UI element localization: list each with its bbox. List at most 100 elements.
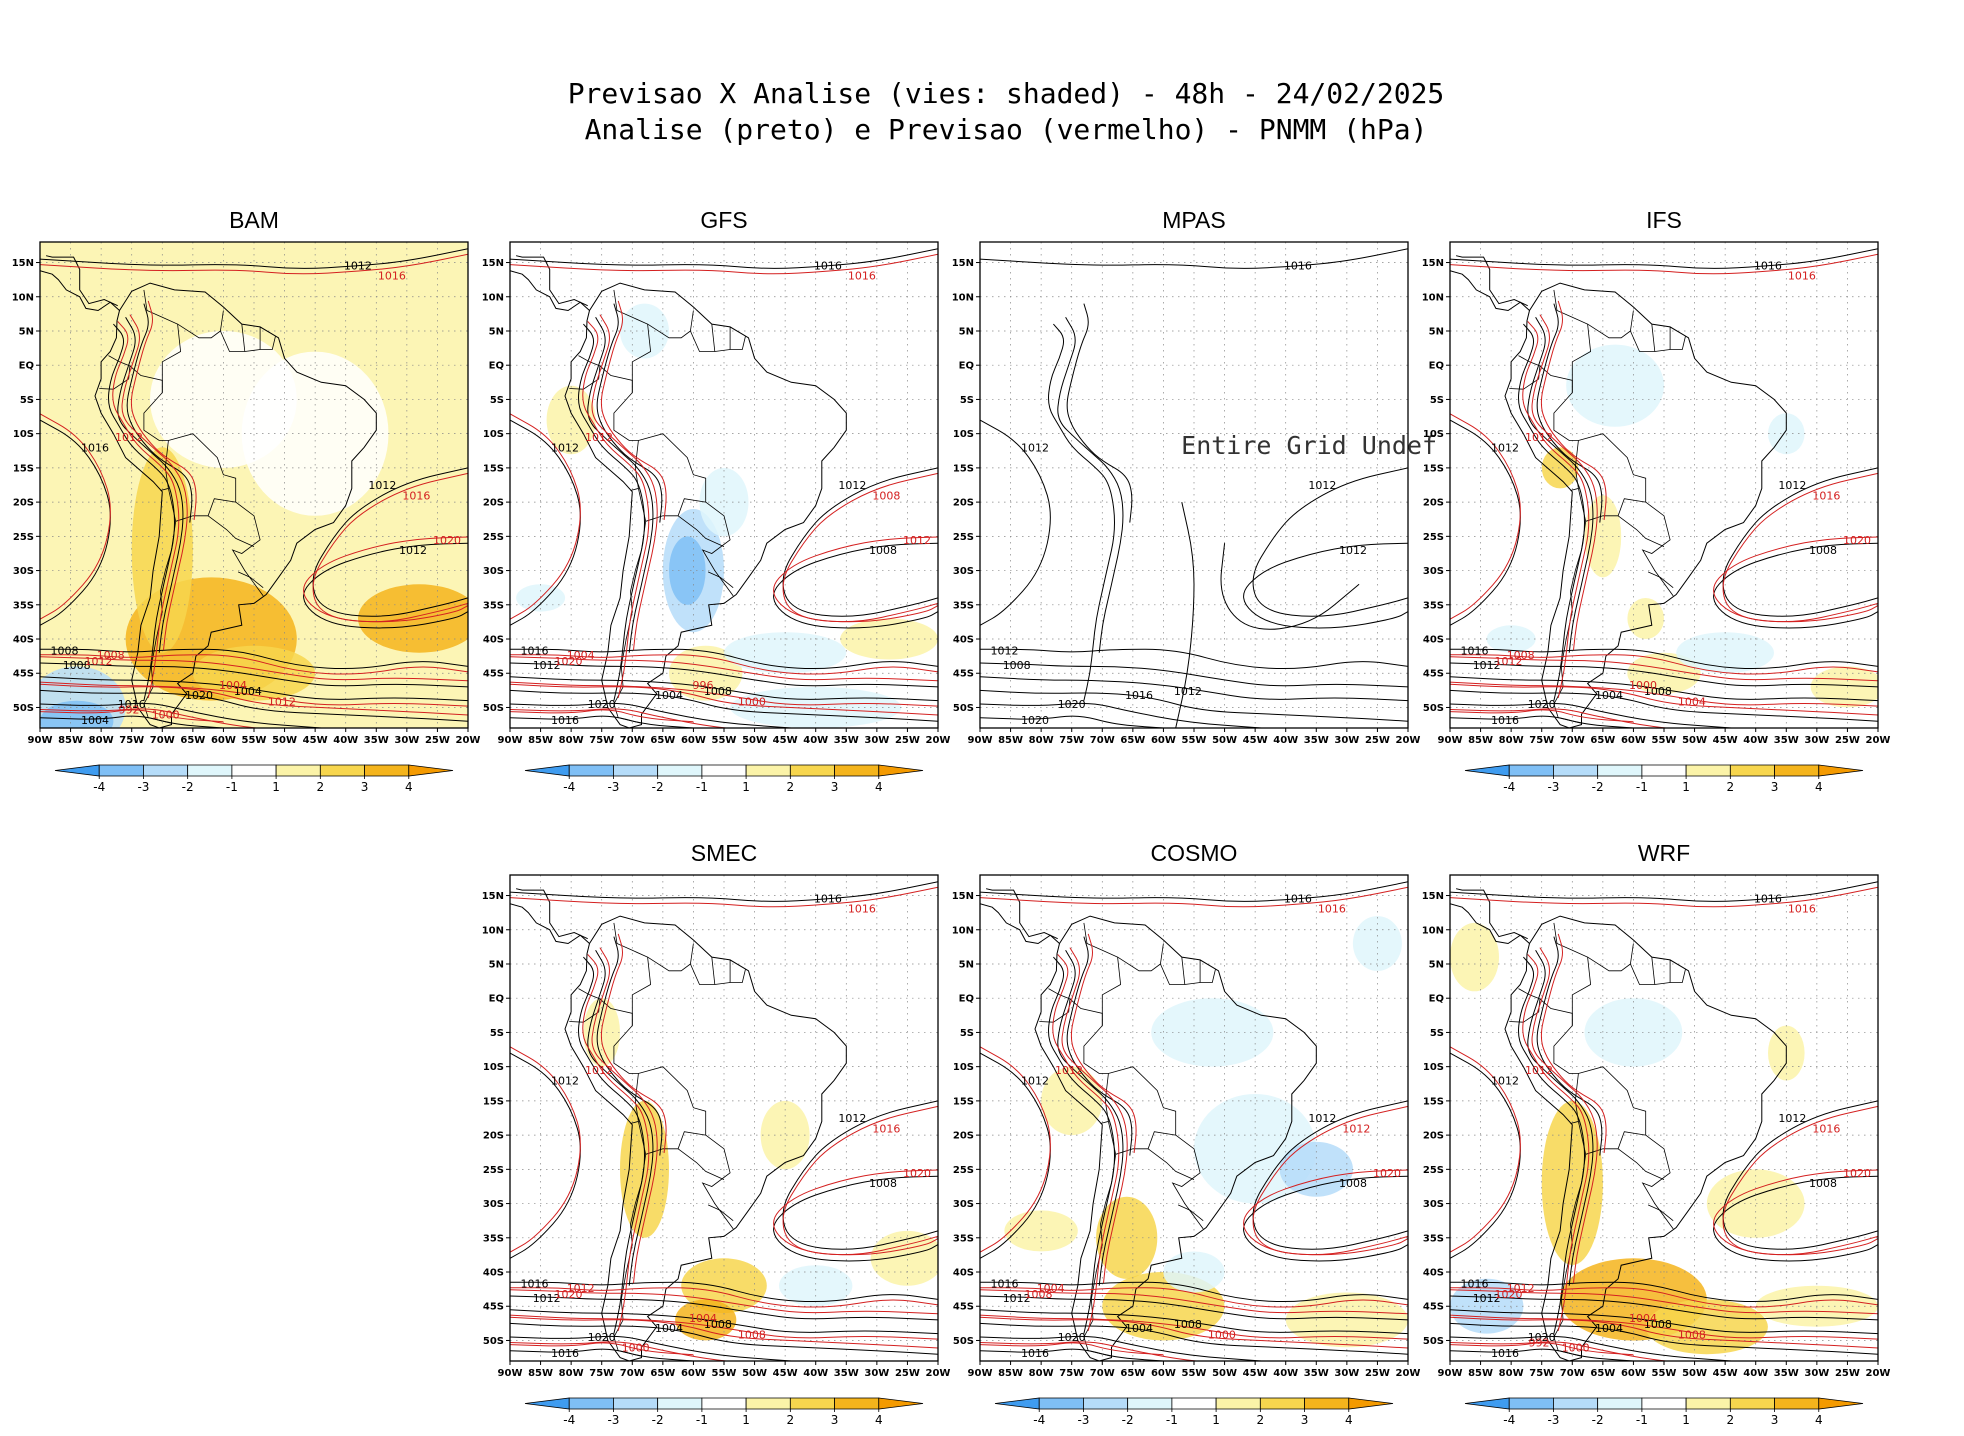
- lat-tick-label: 5N: [1429, 326, 1444, 337]
- forecast-isobar: [1450, 708, 1671, 728]
- colorbar-label: -1: [1166, 1413, 1178, 1427]
- forecast-isobar: [1450, 681, 1878, 707]
- lat-tick-label: 35S: [483, 600, 504, 611]
- contour-label: 1012: [1308, 479, 1336, 492]
- analysis-isobar: [782, 467, 938, 617]
- contour-label-forecast: 1016: [872, 1122, 900, 1135]
- border-line: [220, 330, 276, 352]
- colorbar-label: 4: [405, 780, 413, 794]
- border-line: [1539, 998, 1573, 1026]
- forecast-isobar: [582, 954, 650, 1332]
- forecast-isobar: [1052, 954, 1120, 1332]
- lat-tick-label: 5N: [19, 326, 34, 337]
- lon-tick-label: 55W: [1182, 735, 1207, 746]
- lon-tick-label: 40W: [803, 735, 828, 746]
- forecast-isobar: [510, 886, 938, 908]
- lon-tick-label: 20W: [1866, 735, 1891, 746]
- bias-region: [699, 467, 749, 537]
- contour-label-forecast: 1020: [903, 1167, 931, 1180]
- contour-label-forecast: 1020: [433, 534, 461, 547]
- lon-tick-label: 90W: [1438, 735, 1463, 746]
- forecast-isobar: [1540, 933, 1607, 1153]
- lat-tick-label: 30S: [483, 1199, 504, 1210]
- border-line: [599, 998, 633, 1026]
- lon-tick-label: 80W: [559, 1368, 584, 1379]
- colorbar-label: 3: [831, 1413, 839, 1427]
- coastline: [1455, 255, 1528, 307]
- lat-tick-label: 35S: [953, 1233, 974, 1244]
- lat-tick-label: 15S: [1423, 463, 1444, 474]
- lon-tick-label: 90W: [498, 735, 523, 746]
- bias-region: [870, 1230, 938, 1286]
- border-line: [707, 571, 734, 589]
- analysis-isobar: [578, 956, 646, 1334]
- colorbar-label: 2: [317, 780, 325, 794]
- contour-label: 1012: [838, 1112, 866, 1125]
- forecast-isobar: [510, 1287, 938, 1308]
- analysis-isobar: [1713, 1175, 1878, 1262]
- contour-label-forecast: 1004: [1629, 1312, 1657, 1325]
- lat-tick-label: 15N: [952, 891, 974, 902]
- lat-tick-label: 15N: [1422, 258, 1444, 269]
- forecast-isobar: [1450, 253, 1878, 275]
- forecast-contours: [1450, 886, 1878, 1361]
- colorbar-swatch: [1597, 764, 1643, 777]
- forecast-isobar: [40, 683, 468, 716]
- contour-label: 1004: [81, 714, 109, 727]
- forecast-isobar: [510, 656, 938, 682]
- forecast-isobar: [130, 300, 197, 520]
- forecast-isobar: [980, 1046, 1051, 1253]
- colorbar-swatch: [613, 1397, 659, 1410]
- border-line: [1553, 922, 1674, 1230]
- colorbar-label: 1: [1682, 1413, 1690, 1427]
- contour-label: 1012: [1473, 659, 1501, 672]
- contour-label: 1016: [1754, 892, 1782, 905]
- forecast-isobar: [510, 683, 938, 716]
- panel-title: GFS: [700, 207, 747, 233]
- analysis-isobar: [40, 715, 224, 728]
- forecast-isobar: [1243, 1169, 1408, 1256]
- analysis-isobar: [1536, 936, 1603, 1156]
- lat-tick-label: 20S: [953, 1131, 974, 1142]
- bias-region: [1041, 1066, 1103, 1136]
- lon-tick-label: 25W: [1835, 1368, 1860, 1379]
- contour-label-forecast: 1004: [1678, 695, 1706, 708]
- lat-tick-label: 10S: [483, 429, 504, 440]
- forecast-isobar: [1522, 954, 1590, 1332]
- lat-tick-label: 40S: [1423, 635, 1444, 646]
- lat-tick-label: 50S: [13, 703, 34, 714]
- colorbar-swatch: [364, 764, 410, 777]
- lon-tick-label: 50W: [742, 735, 767, 746]
- colorbar: -4 -3 -2 -1 1 2 3 4: [524, 764, 924, 794]
- lat-tick-label: 40S: [13, 635, 34, 646]
- border-line: [1160, 963, 1216, 985]
- contour-label-forecast: 1012: [1495, 655, 1523, 668]
- contour-label: 1012: [533, 659, 561, 672]
- contour-label: 1012: [1021, 1074, 1049, 1087]
- colorbar-swatch: [187, 764, 233, 777]
- colorbar-swatch: [319, 764, 365, 777]
- forecast-isobar: [1450, 1342, 1634, 1356]
- analysis-isobar: [1713, 542, 1878, 629]
- lat-tick-label: 30S: [953, 566, 974, 577]
- forecast-isobar: [1531, 314, 1598, 651]
- lon-tick-label: 25W: [425, 735, 450, 746]
- lat-tick-label: 15N: [482, 891, 504, 902]
- coastline: [1450, 903, 1530, 945]
- lat-tick-label: 10S: [1423, 1062, 1444, 1073]
- contour-labels: 1016101210121008101610121008100410201016…: [521, 259, 932, 727]
- lat-tick-label: 35S: [483, 1233, 504, 1244]
- lat-tick-label: 10S: [953, 1062, 974, 1073]
- analysis-isobar: [510, 1281, 938, 1303]
- analysis-isobar: [1252, 1100, 1408, 1250]
- analysis-isobar: [40, 419, 111, 626]
- lat-tick-label: 10S: [13, 429, 34, 440]
- forecast-isobar: [1070, 933, 1137, 1153]
- contour-label-forecast: 1016: [1812, 1122, 1840, 1135]
- contour-label-forecast: 1012: [585, 431, 613, 444]
- lon-tick-label: 75W: [1059, 735, 1084, 746]
- lon-tick-label: 20W: [926, 1368, 951, 1379]
- forecast-isobar: [1522, 321, 1590, 699]
- lon-tick-label: 85W: [58, 735, 83, 746]
- analysis-isobar: [108, 323, 176, 701]
